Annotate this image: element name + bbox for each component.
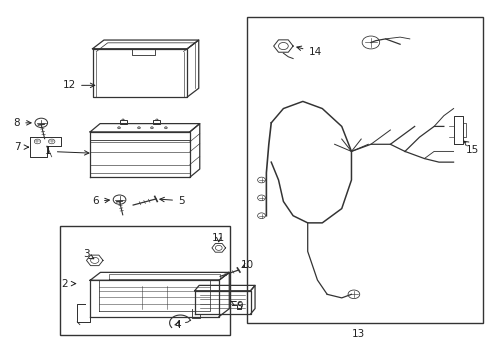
Text: 14: 14 bbox=[296, 46, 321, 57]
Text: 8: 8 bbox=[14, 118, 31, 128]
Text: 3: 3 bbox=[83, 249, 90, 259]
Text: 15: 15 bbox=[465, 145, 478, 155]
Text: 4: 4 bbox=[174, 320, 181, 330]
Text: 5: 5 bbox=[160, 196, 184, 206]
Text: 11: 11 bbox=[212, 233, 225, 243]
Bar bbox=[60, 226, 229, 336]
Bar bbox=[246, 18, 482, 323]
Text: 10: 10 bbox=[240, 260, 253, 270]
Text: 2: 2 bbox=[61, 279, 68, 289]
Bar bbox=[119, 120, 126, 123]
Bar bbox=[153, 120, 160, 123]
Text: 6: 6 bbox=[92, 197, 109, 206]
Text: 12: 12 bbox=[62, 80, 95, 90]
Text: 1: 1 bbox=[45, 147, 89, 157]
Text: 13: 13 bbox=[351, 329, 365, 339]
Text: 7: 7 bbox=[14, 142, 20, 152]
Text: 9: 9 bbox=[230, 301, 243, 311]
